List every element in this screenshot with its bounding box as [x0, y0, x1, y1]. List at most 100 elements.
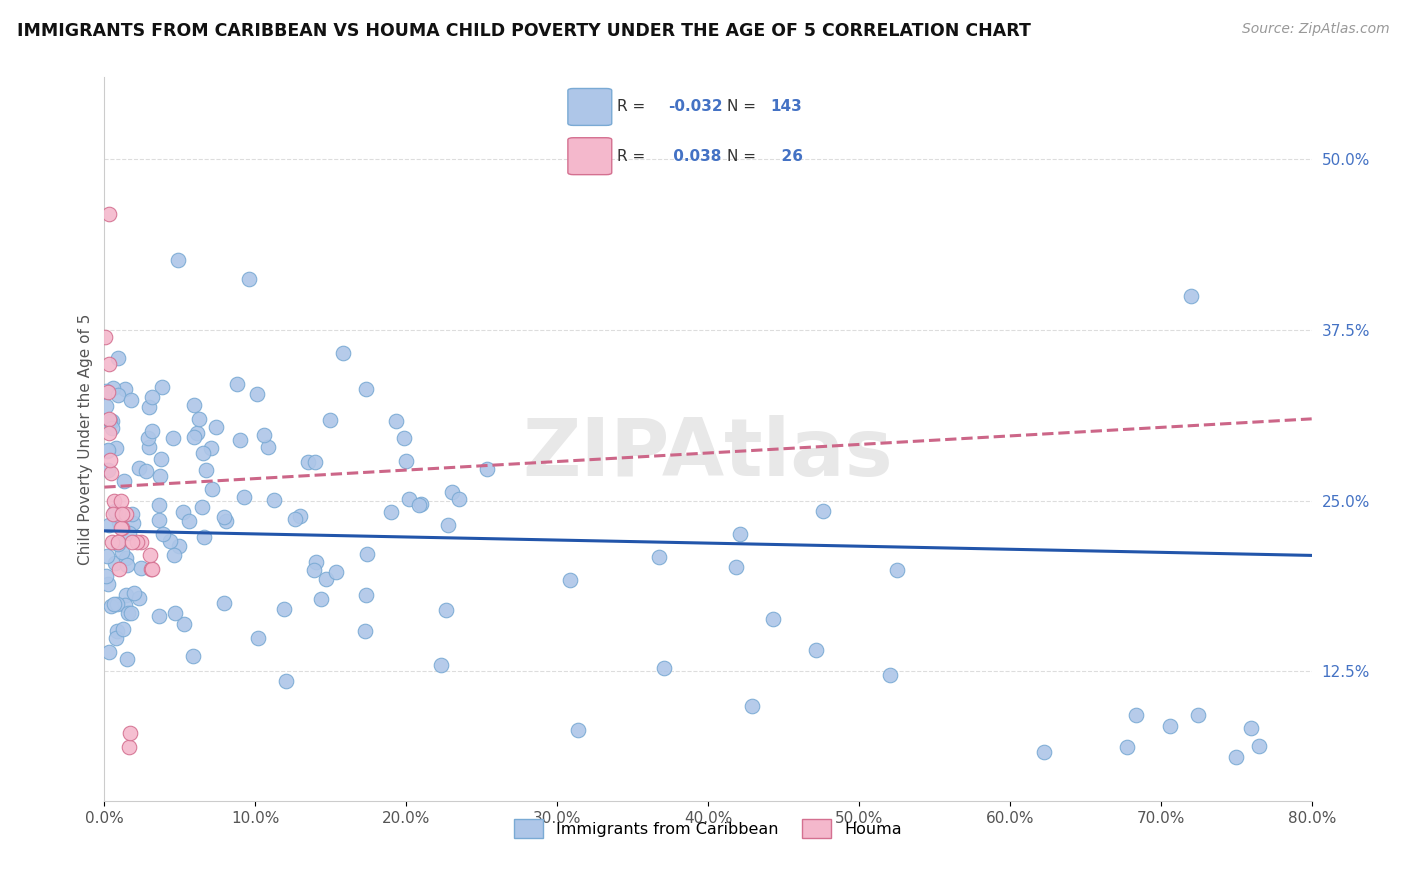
Point [118, 726, 141, 740]
Point [141, 562, 163, 576]
Point [104, 504, 127, 518]
Point [125, 534, 148, 549]
Point [567, 723, 589, 737]
Point [141, 390, 163, 404]
Point [94, 399, 117, 413]
Text: N =: N = [727, 149, 761, 164]
Point [430, 657, 453, 672]
Point [392, 431, 415, 445]
Point [108, 562, 131, 576]
Text: 26: 26 [770, 149, 803, 164]
Point [305, 555, 328, 569]
Point [398, 492, 420, 507]
Text: R =: R = [617, 99, 651, 114]
Point [558, 573, 581, 587]
Point [94, 330, 117, 344]
Point [122, 586, 145, 600]
Point [325, 566, 347, 580]
Point [309, 591, 332, 606]
Point [107, 351, 129, 365]
Point [117, 606, 139, 620]
Point [319, 413, 342, 427]
Point [1116, 740, 1139, 755]
Point [332, 345, 354, 359]
Point [149, 468, 172, 483]
Point [101, 415, 124, 429]
Point [141, 562, 163, 576]
Point [121, 507, 143, 521]
Point [247, 631, 270, 645]
Point [104, 556, 127, 570]
Point [380, 505, 402, 519]
Point [408, 499, 430, 513]
Text: 0.038: 0.038 [668, 149, 721, 164]
Point [172, 505, 194, 519]
Point [191, 500, 214, 515]
Point [98, 207, 121, 221]
Point [315, 572, 337, 586]
Point [101, 508, 124, 522]
Point [107, 537, 129, 551]
Point [148, 498, 170, 512]
Text: Source: ZipAtlas.com: Source: ZipAtlas.com [1241, 22, 1389, 37]
Point [304, 563, 326, 577]
Point [449, 491, 471, 506]
Point [724, 560, 747, 574]
Point [101, 534, 124, 549]
Point [111, 508, 134, 522]
Point [226, 376, 249, 391]
Point [652, 661, 675, 675]
Point [117, 526, 139, 541]
Point [107, 387, 129, 401]
Point [162, 431, 184, 445]
Point [136, 431, 159, 445]
Point [97, 384, 120, 399]
Point [128, 591, 150, 605]
Point [96, 384, 118, 398]
Point [150, 380, 173, 394]
Point [263, 492, 285, 507]
Point [804, 643, 827, 657]
Point [356, 382, 378, 396]
Point [1159, 719, 1181, 733]
Point [107, 534, 129, 549]
Point [97, 443, 120, 458]
Point [139, 549, 162, 563]
Point [98, 357, 121, 371]
Point [304, 455, 326, 469]
Point [297, 455, 319, 469]
Point [104, 631, 127, 645]
Point [98, 452, 121, 467]
Point [138, 401, 160, 415]
Point [1033, 745, 1056, 759]
Point [103, 597, 125, 611]
Point [115, 551, 138, 566]
Point [148, 513, 170, 527]
Y-axis label: Child Poverty Under the Age of 5: Child Poverty Under the Age of 5 [79, 314, 93, 565]
Point [167, 252, 190, 267]
Point [163, 606, 186, 620]
Point [273, 601, 295, 615]
Point [179, 514, 201, 528]
Point [195, 463, 218, 477]
Point [114, 382, 136, 396]
Point [741, 698, 763, 713]
Point [245, 387, 267, 401]
Point [187, 412, 209, 426]
Point [111, 521, 134, 535]
Point [129, 534, 152, 549]
Point [105, 597, 128, 611]
Point [284, 512, 307, 526]
Point [441, 485, 464, 500]
Text: R =: R = [617, 149, 651, 164]
FancyBboxPatch shape [568, 88, 612, 126]
Point [215, 514, 238, 528]
Point [112, 474, 135, 488]
Point [186, 425, 208, 440]
Point [193, 530, 215, 544]
Point [141, 425, 163, 439]
Point [97, 577, 120, 591]
Point [111, 545, 134, 559]
Point [1247, 739, 1270, 753]
Point [1187, 708, 1209, 723]
